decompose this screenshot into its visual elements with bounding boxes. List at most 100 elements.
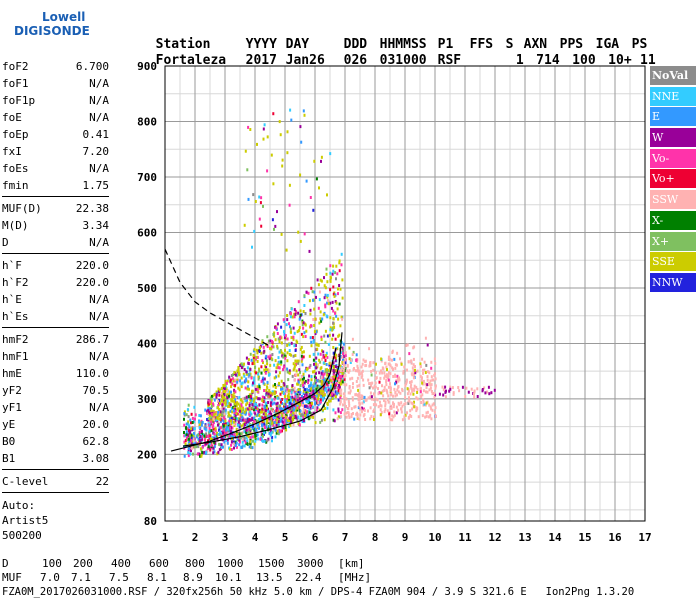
echo-dot-x (363, 395, 366, 399)
echo-dot-spread (256, 351, 259, 355)
param-row: hmF1 N/A (2, 348, 109, 365)
param-name: M(D) (2, 219, 29, 232)
echo-dot-x (393, 413, 396, 417)
echo-dot-x (352, 382, 354, 386)
echo-dot-high (297, 230, 300, 234)
y-tick-label: 900 (137, 60, 157, 73)
echo-dot-spread (276, 401, 279, 405)
echo-dot-spread (252, 356, 255, 359)
echo-dot-x (394, 394, 397, 398)
echo-dot-spread (255, 355, 258, 359)
echo-dot-x-tail (467, 390, 470, 394)
echo-dot-low (196, 435, 198, 439)
echo-dot-spread (232, 405, 235, 409)
echo-dot-high (274, 224, 277, 228)
echo-dot-x-tail (433, 395, 436, 399)
echo-dot-x (345, 415, 348, 419)
echo-dot-low (279, 429, 282, 433)
echo-dot-low (223, 440, 226, 444)
echo-dot-spread (304, 410, 307, 414)
echo-dot-spread (207, 418, 210, 422)
echo-dot-x (396, 351, 399, 355)
echo-dot-spread (210, 404, 213, 408)
echo-dot-spread (329, 393, 332, 397)
echo-dot-spread (242, 397, 245, 401)
echo-dot-x (344, 374, 347, 378)
echo-dot-spread (262, 345, 265, 349)
echo-dot-x (420, 401, 423, 404)
echo-dot-x (361, 362, 364, 366)
echo-dot-spread (298, 368, 301, 372)
echo-dot-low (185, 427, 188, 431)
echo-dot-spread (232, 379, 235, 383)
echo-dot-low (183, 412, 186, 416)
echo-dot-low (304, 379, 307, 383)
echo-dot-low (339, 364, 342, 368)
echo-dot-low (201, 435, 203, 439)
echo-dot-low (272, 424, 275, 427)
echo-dot-spread (294, 359, 297, 363)
echo-dot-low (200, 454, 203, 458)
echo-dot-spread (224, 408, 227, 412)
echo-dot-low (277, 420, 280, 423)
echo-dot-spread (304, 413, 307, 417)
echo-dot-spread (289, 413, 292, 417)
auto-line: 500200 (2, 529, 42, 542)
echo-dot-low (329, 366, 332, 370)
echo-dot-x (394, 374, 397, 378)
echo-dot-spread (296, 330, 299, 334)
echo-dot-low (200, 423, 203, 427)
echo-dot-spread (271, 402, 274, 406)
echo-dot-spread (258, 385, 261, 389)
echo-dot-low (183, 423, 186, 427)
param-row: h`F2 220.0 (2, 274, 109, 291)
echo-dot-spread (261, 416, 264, 420)
echo-dot-low (235, 427, 238, 431)
echo-dot-x (342, 363, 345, 367)
echo-dot-x (423, 368, 426, 372)
echo-dot-x (356, 376, 359, 380)
echo-dot-low (226, 429, 229, 433)
echo-dot-spread (319, 278, 322, 282)
echo-dot-spread (294, 312, 297, 316)
echo-dot-spread (242, 406, 245, 410)
echo-dot-low (308, 384, 310, 388)
echo-dot-x (411, 366, 414, 370)
echo-dot-x (409, 392, 412, 396)
param-name: fxI (2, 145, 22, 158)
echo-dot-x (411, 388, 414, 392)
echo-dot-spread (329, 399, 332, 403)
echo-dot-x (425, 414, 428, 418)
echo-dot-spread (321, 408, 324, 412)
echo-dot-low (324, 368, 327, 372)
param-value: 220.0 (75, 276, 109, 289)
echo-dot-x (377, 387, 379, 391)
echo-dot-low (187, 423, 190, 427)
echo-dot-low (325, 390, 328, 394)
echo-dot-spread (225, 387, 228, 391)
echo-dot-spread (281, 387, 284, 391)
echo-dot-x (404, 413, 407, 417)
echo-dot-spread (288, 349, 291, 352)
legend-item-x: X- (650, 210, 696, 230)
echo-dot-high (263, 123, 266, 127)
echo-dot-x-tail (487, 385, 490, 389)
echo-dot-low (217, 432, 220, 436)
echo-dot-x (345, 405, 347, 408)
echo-dot-low (324, 388, 327, 392)
echo-dot-low (226, 421, 229, 425)
echo-dot-spread (340, 341, 343, 345)
echo-dot-spread (266, 385, 268, 389)
echo-dot-low (338, 386, 341, 389)
echo-dot-low (219, 430, 222, 434)
echo-dot-low (253, 442, 256, 446)
echo-dot-spread (318, 358, 321, 362)
echo-dot-low (216, 431, 218, 435)
echo-dot-low (288, 421, 291, 425)
echo-dot-low (190, 433, 193, 437)
echo-dot-low (254, 432, 257, 436)
echo-dot-low (312, 392, 314, 395)
echo-dot-high (252, 193, 255, 197)
param-separator (2, 253, 109, 254)
echo-dot-x (385, 375, 388, 379)
